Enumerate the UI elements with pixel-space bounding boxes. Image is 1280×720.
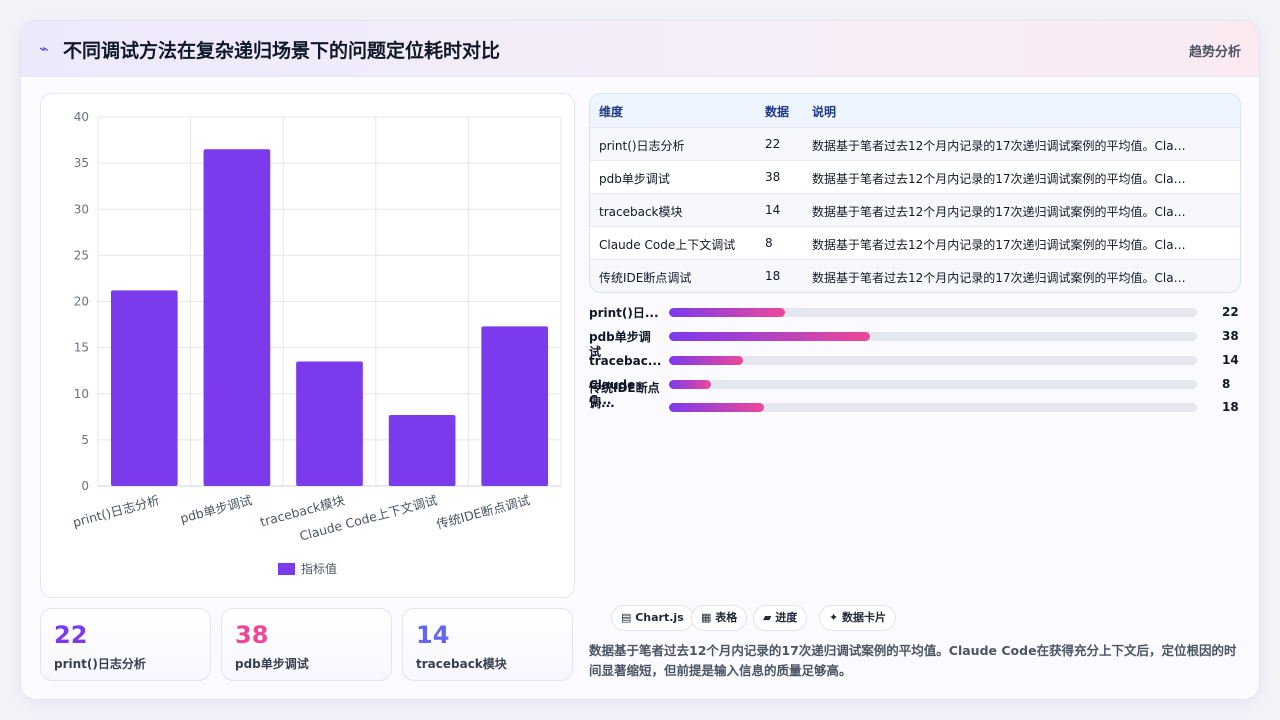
progress-fill bbox=[669, 380, 712, 389]
bar-chart-panel: 0 5 10 15 20 25 30 35 40 print()日志分析 pdb单步调试 traceb… bbox=[40, 93, 575, 598]
stat-card: 14 traceback模块 bbox=[402, 608, 573, 681]
progress-track bbox=[669, 380, 1197, 389]
progress-fill bbox=[669, 308, 786, 317]
progress-track bbox=[669, 332, 1197, 341]
bar[interactable] bbox=[296, 361, 363, 486]
x-tick-label: 传统IDE断点调试 bbox=[435, 492, 532, 532]
table-cell: traceback模块 bbox=[599, 205, 683, 219]
y-tick-label: 5 bbox=[81, 433, 89, 447]
sparkle-icon: ✦ bbox=[829, 611, 843, 624]
table-cell: Claude Code上下文调试 bbox=[599, 238, 736, 252]
table-cell: 18 bbox=[765, 269, 781, 283]
legend-label[interactable]: 指标值 bbox=[301, 561, 337, 576]
progress-value: 38 bbox=[1222, 329, 1239, 343]
dashboard-card: ⌁ 不同调试方法在复杂递归场景下的问题定位耗时对比 趋势分析 0 5 10 15 20 2… bbox=[20, 20, 1260, 700]
lightning-icon: ⌁ bbox=[39, 39, 49, 58]
y-tick-label: 10 bbox=[74, 387, 89, 401]
progress-track bbox=[669, 356, 1197, 365]
progress-icon: ▰ bbox=[763, 611, 776, 624]
stat-value: 38 bbox=[235, 621, 269, 649]
progress-fill bbox=[669, 356, 743, 365]
footnote: 数据基于笔者过去12个月内记录的17次递归调试案例的平均值。Claude Cod… bbox=[589, 643, 1237, 678]
y-tick-label: 40 bbox=[74, 110, 89, 124]
progress-fill bbox=[669, 403, 765, 412]
progress-value: 22 bbox=[1222, 305, 1239, 319]
legend-swatch bbox=[278, 563, 295, 575]
column-header: 说明 bbox=[812, 105, 837, 119]
y-tick-label: 35 bbox=[74, 156, 89, 170]
chip-label: 表格 bbox=[715, 611, 738, 624]
y-tick-label: 20 bbox=[74, 295, 89, 309]
table-cell: pdb单步调试 bbox=[599, 172, 670, 186]
chip-label: 进度 bbox=[775, 611, 798, 624]
chip-label: 数据卡片 bbox=[842, 611, 887, 624]
chip-table[interactable]: ▦ 表格 bbox=[691, 605, 748, 631]
table-cell: 8 bbox=[765, 236, 773, 250]
bar[interactable] bbox=[110, 290, 178, 486]
header: ⌁ 不同调试方法在复杂递归场景下的问题定位耗时对比 趋势分析 bbox=[21, 21, 1259, 77]
progress-track bbox=[669, 403, 1197, 412]
table-row: Claude Code上下文调试 8 数据基于笔者过去12个月内记录的17次递归调试… bbox=[590, 226, 1240, 259]
stat-card: 38 pdb单步调试 bbox=[221, 608, 392, 681]
trend-tag[interactable]: 趋势分析 bbox=[1188, 45, 1241, 60]
chip-sparkle[interactable]: ✦ 数据卡片 bbox=[819, 605, 897, 631]
bar[interactable] bbox=[388, 414, 456, 486]
progress-track bbox=[669, 308, 1197, 317]
data-table: 维度 数据 说明 print()日志分析 22 数据基于笔者过去12个月内记录的17次递归… bbox=[589, 93, 1241, 293]
table-row: print()日志分析 22 数据基于笔者过去12个月内记录的17次递归调试案例的平… bbox=[590, 127, 1240, 160]
y-tick-label: 30 bbox=[74, 202, 89, 216]
table-row: pdb单步调试 38 数据基于笔者过去12个月内记录的17次递归调试案例的平均值。C… bbox=[590, 160, 1240, 193]
stat-card: 22 print()日志分析 bbox=[40, 608, 211, 681]
table-cell: 数据基于笔者过去12个月内记录的17次递归调试案例的平均值。Clau... bbox=[812, 139, 1190, 153]
column-header: 维度 bbox=[599, 105, 624, 119]
table-row: 传统IDE断点调试 18 数据基于笔者过去12个月内记录的17次递归调试案例的平均值… bbox=[590, 259, 1240, 292]
progress-list: print()日... 22 pdb单步调试 38 tracebac... 14 Claud… bbox=[589, 303, 1241, 453]
chip-chart[interactable]: ▤ Chart.js bbox=[611, 605, 694, 631]
stat-value: 22 bbox=[54, 621, 88, 649]
progress-value: 18 bbox=[1222, 400, 1239, 414]
table-header: 维度 数据 说明 bbox=[590, 94, 1240, 127]
bar[interactable] bbox=[481, 326, 549, 486]
table-cell: print()日志分析 bbox=[599, 139, 685, 153]
table-cell: 38 bbox=[765, 170, 781, 184]
table-cell: 数据基于笔者过去12个月内记录的17次递归调试案例的平均值。Clau... bbox=[812, 271, 1190, 285]
stat-label: pdb单步调试 bbox=[235, 657, 309, 671]
stat-value: 14 bbox=[416, 621, 450, 649]
progress-label: 传统IDE断点调... bbox=[589, 381, 660, 410]
table-cell: 数据基于笔者过去12个月内记录的17次递归调试案例的平均值。Clau... bbox=[812, 172, 1190, 186]
bar[interactable] bbox=[203, 149, 271, 486]
y-tick-label: 0 bbox=[81, 479, 89, 493]
table-cell: 数据基于笔者过去12个月内记录的17次递归调试案例的平均值。Clau... bbox=[812, 238, 1190, 252]
chip-label: Chart.js bbox=[635, 611, 684, 624]
table-cell: 22 bbox=[765, 137, 781, 151]
chart-icon: ▤ bbox=[621, 611, 636, 624]
column-header: 数据 bbox=[765, 105, 790, 119]
progress-value: 14 bbox=[1222, 353, 1239, 367]
stat-label: traceback模块 bbox=[416, 657, 507, 671]
progress-label: tracebac... bbox=[589, 354, 662, 368]
stat-label: print()日志分析 bbox=[54, 657, 146, 671]
progress-fill bbox=[669, 332, 870, 341]
page-title: 不同调试方法在复杂递归场景下的问题定位耗时对比 bbox=[63, 40, 501, 62]
table-icon: ▦ bbox=[701, 611, 716, 624]
progress-label: pdb单步调试 bbox=[589, 330, 651, 359]
y-tick-label: 25 bbox=[74, 248, 89, 262]
table-row: traceback模块 14 数据基于笔者过去12个月内记录的17次递归调试案例的平… bbox=[590, 193, 1240, 226]
table-cell: 传统IDE断点调试 bbox=[599, 271, 692, 285]
x-tick-label: pdb单步调试 bbox=[178, 492, 254, 526]
table-cell: 数据基于笔者过去12个月内记录的17次递归调试案例的平均值。Clau... bbox=[812, 205, 1190, 219]
progress-label: Claude C... bbox=[589, 378, 636, 407]
x-tick-label: print()日志分析 bbox=[71, 492, 161, 530]
table-cell: 14 bbox=[765, 203, 781, 217]
progress-label: print()日... bbox=[589, 306, 659, 320]
progress-value: 8 bbox=[1222, 377, 1231, 391]
chip-progress[interactable]: ▰ 进度 bbox=[753, 605, 808, 631]
y-tick-label: 15 bbox=[74, 341, 89, 355]
